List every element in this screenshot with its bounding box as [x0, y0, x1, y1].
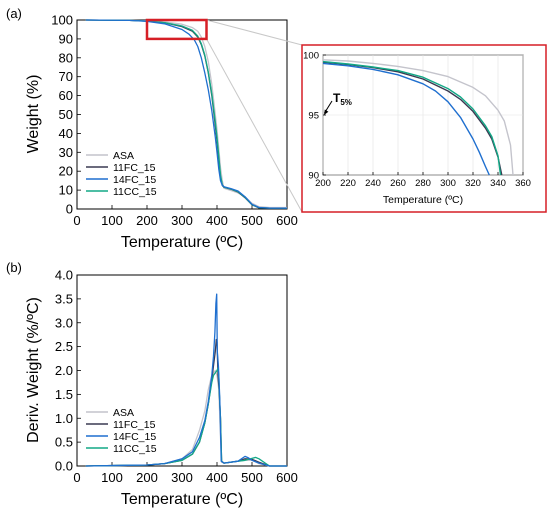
x-tick-label: 300	[171, 213, 193, 228]
zoom-connector-lines	[206, 19, 303, 213]
series-line-14fc-15	[85, 19, 287, 209]
x-tick-label: 0	[73, 470, 80, 485]
t5-annotation: T5%	[324, 91, 352, 115]
dtg-plot-frame	[76, 274, 288, 467]
tga-y-axis-label: Weight (%)	[25, 75, 42, 154]
y-tick-label: 0	[66, 202, 73, 217]
x-tick-label: 200	[136, 213, 158, 228]
y-tick-label: 10	[59, 183, 73, 198]
y-tick-label: 100	[303, 51, 319, 62]
y-tick-label: 3.5	[55, 291, 73, 306]
y-tick-label: 2.5	[55, 339, 73, 354]
y-tick-label: 4.0	[55, 268, 73, 283]
y-tick-label: 1.0	[55, 411, 73, 426]
dtg-series	[85, 293, 287, 467]
y-tick-label: 40	[59, 126, 73, 141]
x-tick-label: 280	[415, 178, 431, 189]
x-tick-label: 400	[206, 470, 228, 485]
y-tick-label: 0.5	[55, 435, 73, 450]
y-tick-label: 100	[51, 13, 73, 28]
x-tick-label: 100	[101, 470, 123, 485]
legend-label-11cc-15: 11CC_15	[113, 443, 157, 455]
tga-axis-ticks: 0 100 200 300 400 500 600010203040506070809010…	[51, 13, 298, 229]
y-tick-label: 3.0	[55, 315, 73, 330]
legend-label-11fc-15: 11FC_15	[113, 419, 156, 431]
x-tick-label: 360	[515, 178, 531, 189]
y-tick-label: 80	[59, 50, 73, 65]
t5-label: T5%	[333, 91, 352, 107]
x-tick-label: 340	[490, 178, 506, 189]
x-tick-label: 200	[136, 470, 158, 485]
legend-label-11cc-15: 11CC_15	[113, 186, 157, 198]
x-tick-label: 320	[465, 178, 481, 189]
tga-inset-plot: 200 220 240 260 280 300 320 340 360 90 95 100 Tempe…	[301, 44, 547, 213]
series-line-asa	[322, 59, 514, 176]
tga-series	[85, 19, 287, 209]
inset-axis-ticks: 200 220 240 260 280 300 320 340 360 90 95 100	[303, 51, 531, 190]
x-tick-label: 500	[241, 470, 263, 485]
y-tick-label: 30	[59, 145, 73, 160]
panel-label-b: (b)	[6, 260, 22, 275]
legend-label-14fc-15: 14FC_15	[113, 174, 156, 186]
inset-x-axis-label: Temperature (ºC)	[383, 194, 463, 206]
y-tick-label: 90	[59, 31, 73, 46]
tga-plot-frame	[76, 19, 288, 210]
inset-series	[322, 59, 514, 176]
zoom-connector-bottom	[206, 38, 303, 213]
x-tick-label: 0	[73, 213, 80, 228]
y-tick-label: 0.0	[55, 459, 73, 474]
dtg-plot: 0 100 200 300 400 500 600 0.0 0.5 1.0 1.5 2.0 2.5 3.0…	[25, 268, 298, 509]
y-tick-label: 1.5	[55, 387, 73, 402]
x-tick-label: 220	[340, 178, 356, 189]
series-line-14fc-15	[322, 62, 490, 176]
legend-label-asa: ASA	[113, 150, 134, 162]
x-tick-label: 260	[390, 178, 406, 189]
x-tick-label: 100	[101, 213, 123, 228]
panel-label-a: (a)	[6, 6, 22, 21]
dtg-y-axis-label: Deriv. Weight (%/ºC)	[25, 297, 42, 443]
y-tick-label: 50	[59, 107, 73, 122]
legend-label-asa: ASA	[113, 407, 134, 419]
tga-plot: 0 100 200 300 400 500 600010203040506070809010…	[25, 13, 303, 251]
series-line-11cc-15	[322, 60, 502, 176]
x-tick-label: 200	[315, 178, 331, 189]
dtg-x-axis-label: Temperature (ºC)	[121, 491, 243, 508]
dtg-axis-ticks: 0 100 200 300 400 500 600 0.0 0.5 1.0 1.5 2.0 2.5 3.0…	[55, 268, 298, 486]
x-tick-label: 500	[241, 213, 263, 228]
y-tick-label: 95	[308, 111, 319, 122]
y-tick-label: 2.0	[55, 363, 73, 378]
y-tick-label: 20	[59, 164, 73, 179]
series-line-14fc-15	[85, 293, 287, 467]
y-tick-label: 70	[59, 69, 73, 84]
y-tick-label: 60	[59, 88, 73, 103]
x-tick-label: 300	[440, 178, 456, 189]
x-tick-label: 600	[276, 470, 298, 485]
series-line-asa	[85, 369, 287, 467]
legend-label-11fc-15: 11FC_15	[113, 162, 156, 174]
legend-label-14fc-15: 14FC_15	[113, 431, 156, 443]
zoom-connector-top	[206, 19, 303, 46]
tga-x-axis-label: Temperature (ºC)	[121, 234, 243, 251]
y-tick-label: 90	[308, 171, 319, 182]
x-tick-label: 300	[171, 470, 193, 485]
x-tick-label: 600	[276, 213, 298, 228]
x-tick-label: 400	[206, 213, 228, 228]
x-tick-label: 240	[365, 178, 381, 189]
t5-arrowhead	[324, 109, 329, 115]
zoom-highlight-box	[145, 18, 208, 41]
